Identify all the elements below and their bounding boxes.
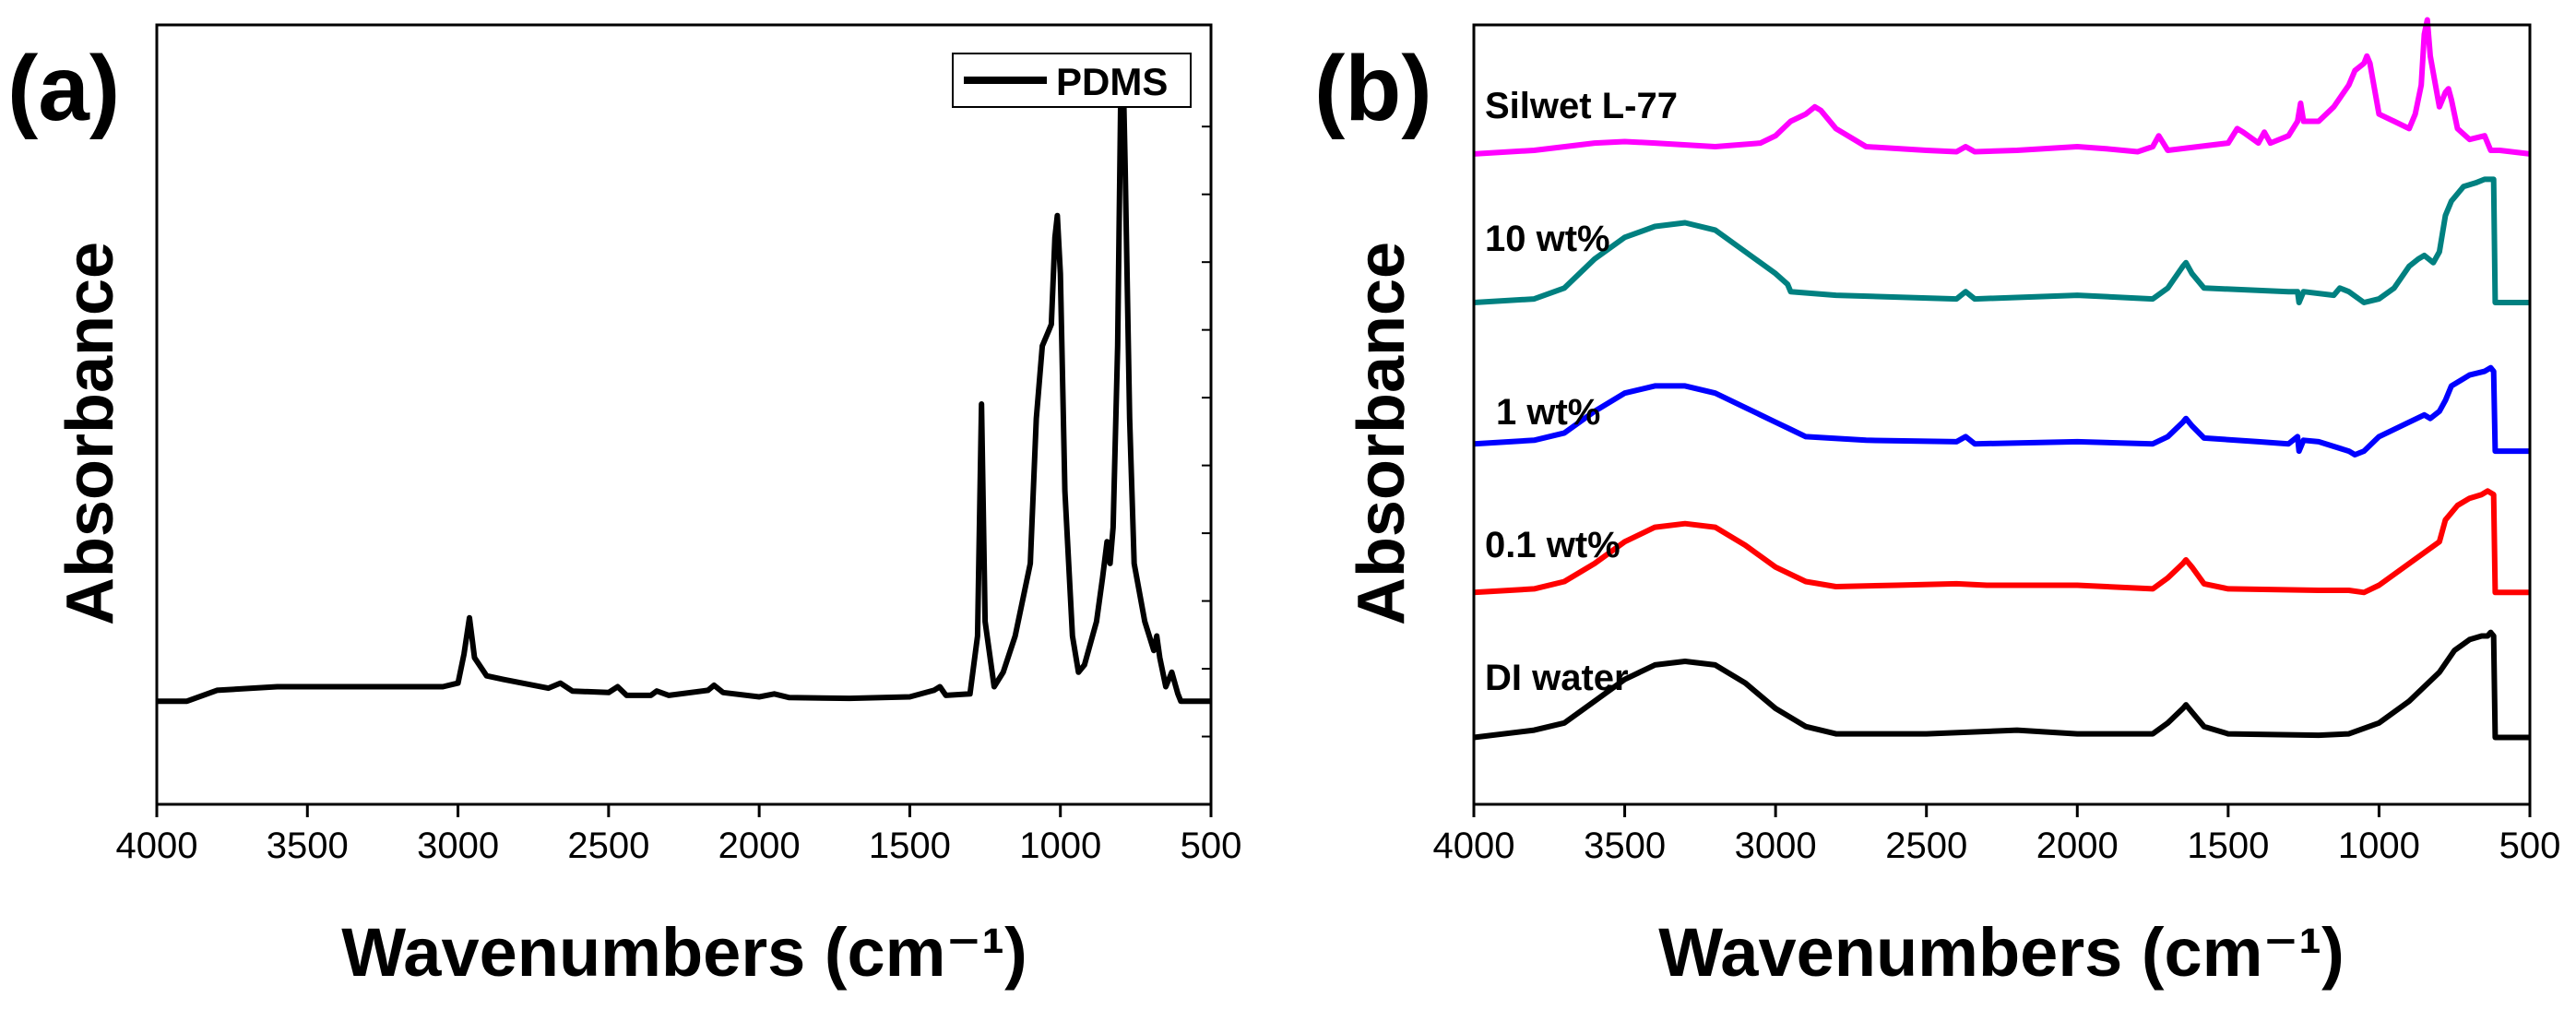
panel-a-label: (a): [7, 37, 120, 140]
x-tick-label-4000: 4000: [116, 826, 198, 866]
x-tick-label-1500: 1500: [869, 826, 951, 866]
series-line-10-wt-: [1473, 176, 2530, 305]
series-label-01wt: 0.1 wt%: [1485, 525, 1620, 565]
series-label-di-water: DI water: [1485, 658, 1629, 698]
series-label-1wt: 1 wt%: [1496, 392, 1600, 433]
series-line-1-wt-: [1473, 364, 2530, 457]
panel-a-plot-area: [157, 60, 1211, 705]
panel-b-x-axis-label: Wavenumbers (cm⁻¹): [1658, 914, 2345, 991]
x-tick-label-3000: 3000: [1735, 826, 1817, 866]
x-tick-label-2500: 2500: [1885, 826, 1967, 866]
x-tick-label-2500: 2500: [567, 826, 649, 866]
series-line-silwet-l-77: [1473, 17, 2531, 157]
panel-b-x-ticks: 4000 3500 3000 2500 2000 1500 1000 500: [1433, 804, 2561, 866]
panel-b: (b) Absorbance 4000 3500 3000 2500 2000 1500 1…: [1314, 17, 2561, 991]
panel-a-x-axis-label: Wavenumbers (cm⁻¹): [341, 914, 1027, 991]
panel-b-y-axis-label: Absorbance: [1345, 242, 1419, 625]
x-tick-label-500: 500: [2499, 826, 2561, 866]
x-tick-label-1000: 1000: [1019, 826, 1101, 866]
x-tick-label-4000: 4000: [1433, 826, 1515, 866]
series-line-0-1-wt-: [1473, 488, 2530, 596]
x-tick-label-2000: 2000: [2036, 826, 2119, 866]
x-tick-label-1500: 1500: [2187, 826, 2269, 866]
panel-a-y-axis-label: Absorbance: [53, 242, 127, 625]
x-tick-label-500: 500: [1181, 826, 1242, 866]
panel-a-legend: PDMS: [952, 53, 1192, 108]
panel-b-plot-area: [1473, 17, 2531, 741]
panel-b-label: (b): [1314, 37, 1432, 140]
x-tick-label-3500: 3500: [267, 826, 349, 866]
x-tick-label-3000: 3000: [417, 826, 499, 866]
panel-a-x-ticks: 4000 3500 3000 2500 2000 1500 1000 500: [116, 804, 1242, 866]
x-tick-label-1000: 1000: [2338, 826, 2420, 866]
series-line-di-water: [1473, 629, 2530, 741]
legend-label-pdms: PDMS: [1056, 60, 1168, 103]
panel-a-frame: [155, 23, 1213, 806]
x-tick-label-3500: 3500: [1584, 826, 1666, 866]
series-line-pdms: [157, 60, 1211, 705]
series-label-10wt: 10 wt%: [1485, 219, 1610, 259]
panel-a-y-ticks: [1202, 125, 1211, 738]
x-tick-label-2000: 2000: [718, 826, 801, 866]
series-label-silwet: Silwet L-77: [1485, 86, 1678, 126]
panel-a: (a) Absorbance 4000 3500 3000 2500 2000 1500 1…: [7, 23, 1242, 991]
panel-b-series-labels: Silwet L-77 10 wt% 1 wt% 0.1 wt% DI wate…: [1485, 86, 1678, 698]
panel-b-frame: [1472, 23, 2532, 806]
